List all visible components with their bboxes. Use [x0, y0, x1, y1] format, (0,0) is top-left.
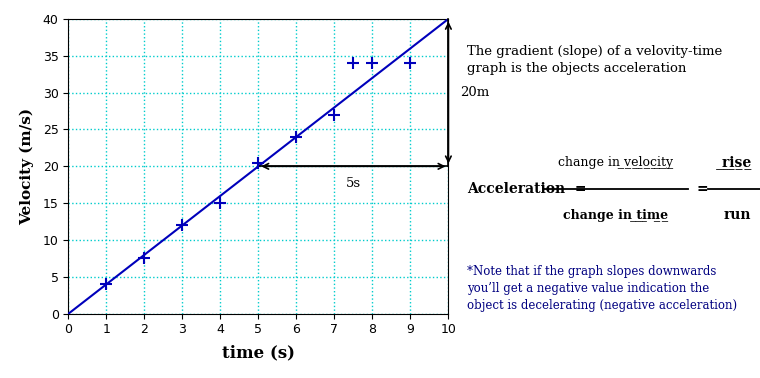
Text: ̲r̲i̲s̲e̲: ̲r̲i̲s̲e̲	[723, 155, 752, 170]
Text: 20m: 20m	[460, 86, 489, 99]
Point	[252, 160, 264, 166]
Text: *Note that if the graph slopes downwards
you’ll get a negative value indication : *Note that if the graph slopes downwards…	[467, 265, 737, 311]
Point	[138, 256, 150, 262]
Text: =: =	[697, 182, 708, 196]
Text: run: run	[724, 208, 751, 223]
Text: change in ̲t̲i̲m̲e̲: change in ̲t̲i̲m̲e̲	[563, 209, 668, 222]
Text: The gradient (slope) of a velovity-time
graph is the objects acceleration: The gradient (slope) of a velovity-time …	[467, 45, 723, 75]
X-axis label: time (s): time (s)	[222, 345, 295, 362]
Point	[328, 112, 340, 118]
Point	[176, 222, 188, 228]
Point	[290, 134, 302, 140]
Point	[214, 200, 226, 206]
Text: change in ̲v̲e̲l̲o̲c̲i̲t̲y̲: change in ̲v̲e̲l̲o̲c̲i̲t̲y̲	[558, 156, 673, 169]
Text: 5s: 5s	[346, 177, 361, 191]
Point	[366, 60, 378, 66]
Point	[347, 60, 359, 66]
Point	[100, 281, 112, 287]
Text: Acceleration  =: Acceleration =	[467, 182, 587, 196]
Y-axis label: Velocity (m/s): Velocity (m/s)	[20, 108, 34, 225]
Point	[404, 60, 416, 66]
